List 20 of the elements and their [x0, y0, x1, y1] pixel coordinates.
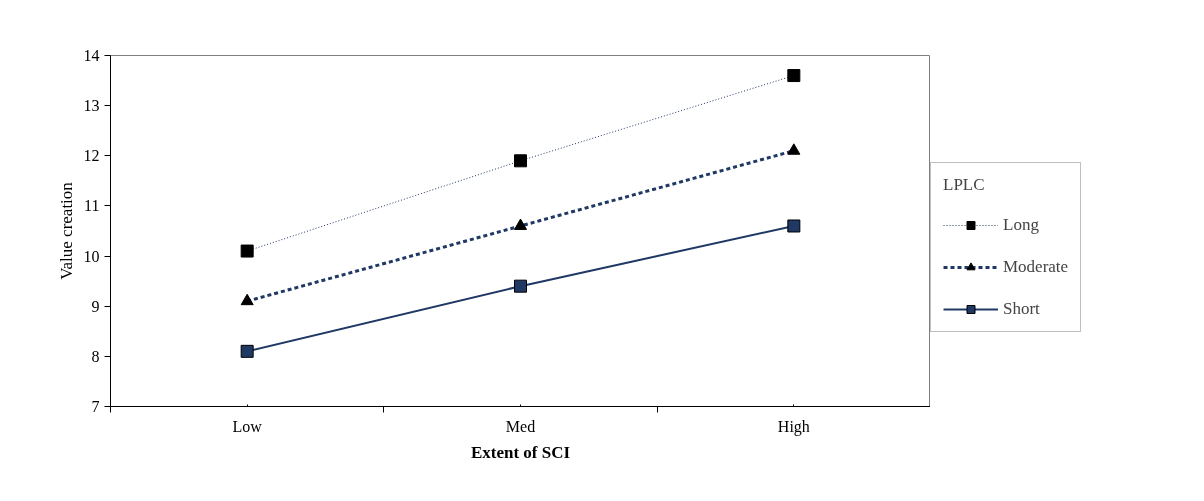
y-tick-label: 12	[83, 147, 100, 165]
y-tick-label: 10	[83, 247, 100, 265]
y-tick-label: 7	[91, 398, 100, 415]
x-tick-label: Low	[232, 417, 263, 435]
point	[514, 279, 527, 293]
y-axis-title: Value creation	[56, 181, 76, 280]
legend-title: LPLC	[943, 174, 986, 195]
x-tick-label: Med	[505, 417, 536, 435]
y-tick-label: 13	[83, 97, 100, 115]
y-tick-label: 9	[91, 297, 100, 315]
legend-label: Short	[1003, 298, 1040, 319]
point	[787, 219, 801, 233]
x-tick-label: High	[777, 417, 810, 436]
x-axis-title: Extent of SCI	[470, 442, 571, 462]
legend-label: Long	[1003, 214, 1039, 235]
y-tick-label: 8	[91, 347, 100, 365]
legend-label: Moderate	[1003, 256, 1069, 277]
y-tick-label: 14	[83, 47, 100, 64]
y-tick-label: 11	[84, 197, 100, 215]
point	[240, 344, 254, 358]
